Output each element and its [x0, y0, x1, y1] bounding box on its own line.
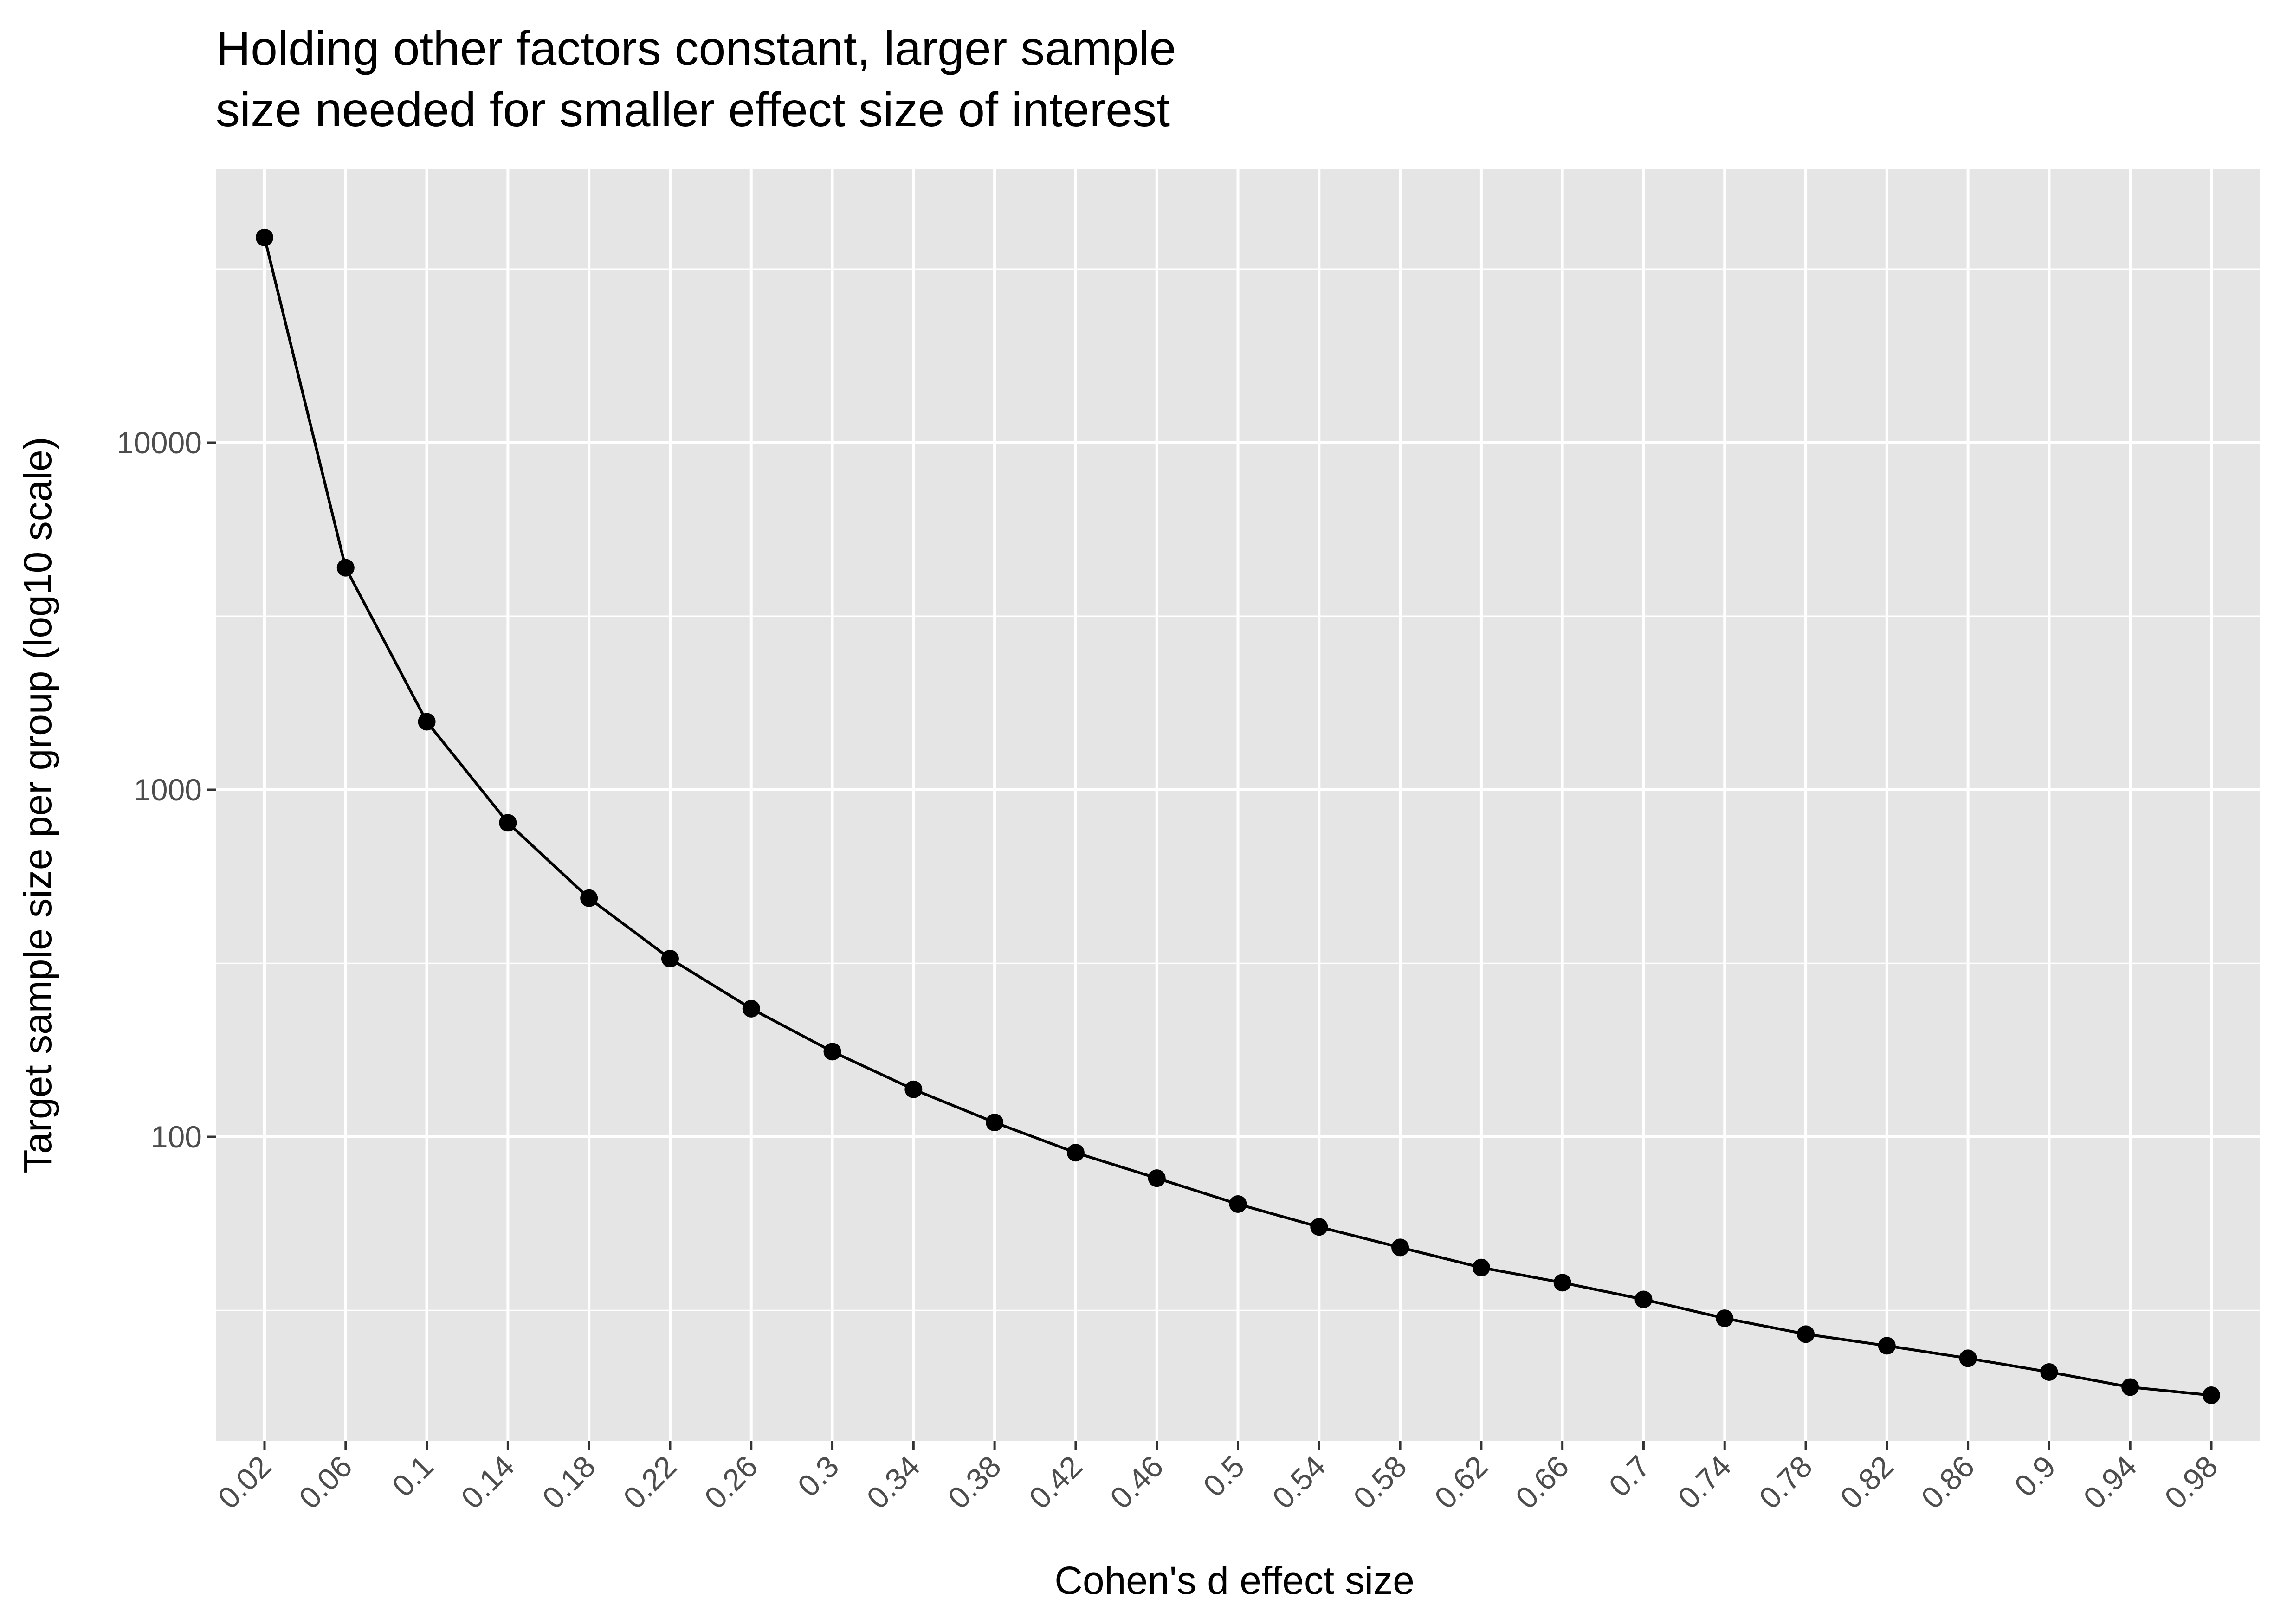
x-tick-label: 0.78	[1752, 1449, 1819, 1515]
x-tick-label: 0.18	[536, 1449, 602, 1515]
data-point	[1716, 1309, 1734, 1328]
data-point	[1797, 1325, 1815, 1343]
x-tick-label: 0.86	[1914, 1449, 1981, 1515]
x-tick-label: 0.74	[1671, 1449, 1738, 1515]
data-point	[1066, 1144, 1085, 1162]
data-point	[1472, 1258, 1490, 1276]
data-point	[580, 889, 598, 907]
x-tick-label: 0.62	[1428, 1449, 1494, 1515]
x-tick-label: 0.54	[1266, 1449, 1332, 1515]
data-point	[2040, 1363, 2058, 1381]
major-gridlines	[216, 169, 2260, 1441]
x-tick-label: 0.94	[2077, 1449, 2143, 1515]
x-tick-label: 0.38	[941, 1449, 1008, 1515]
data-point	[904, 1080, 923, 1098]
x-tick-label: 0.98	[2158, 1449, 2224, 1515]
x-tick-label: 0.46	[1103, 1449, 1169, 1515]
x-tick-label: 0.58	[1347, 1449, 1413, 1515]
x-tick-label: 0.22	[617, 1449, 683, 1515]
data-point	[1391, 1238, 1409, 1257]
x-tick-label: 0.3	[791, 1449, 845, 1503]
data-point	[2121, 1378, 2139, 1396]
y-axis-title: Target sample size per group (log10 scal…	[16, 437, 59, 1173]
x-tick-label: 0.06	[292, 1449, 359, 1515]
data-point	[336, 559, 355, 577]
x-tick-label: 0.14	[454, 1449, 521, 1515]
x-tick-label: 0.5	[1196, 1449, 1251, 1503]
x-tick-label: 0.02	[211, 1449, 278, 1515]
chart-title-line-2: size needed for smaller effect size of i…	[216, 83, 1170, 137]
data-point	[1148, 1169, 1166, 1187]
data-point	[256, 228, 273, 246]
data-point	[418, 713, 436, 731]
x-tick-label: 0.1	[385, 1449, 439, 1503]
data-point	[1634, 1290, 1653, 1308]
x-tick-label: 0.42	[1022, 1449, 1089, 1515]
x-tick-label: 0.26	[698, 1449, 764, 1515]
x-tick-label: 0.9	[2008, 1449, 2062, 1503]
data-point	[499, 814, 517, 832]
data-point	[823, 1043, 841, 1061]
data-point	[661, 950, 679, 968]
data-point	[1229, 1195, 1247, 1213]
data-point	[742, 999, 760, 1018]
data-point	[1553, 1274, 1571, 1292]
y-tick-label: 1000	[134, 773, 202, 807]
y-tick-label: 10000	[116, 425, 202, 460]
x-axis-title: Cohen's d effect size	[1054, 1559, 1415, 1602]
data-point	[986, 1114, 1004, 1132]
data-point	[2203, 1386, 2220, 1405]
x-tick-label: 0.66	[1509, 1449, 1575, 1515]
y-tick-label: 100	[151, 1120, 202, 1154]
data-point	[1878, 1337, 1896, 1355]
x-tick-label: 0.82	[1834, 1449, 1900, 1515]
chart-title-line-1: Holding other factors constant, larger s…	[216, 22, 1176, 76]
data-point	[1310, 1218, 1328, 1236]
x-tick-label: 0.34	[860, 1449, 926, 1515]
data-point	[1959, 1349, 1977, 1367]
series-layer	[256, 228, 2220, 1405]
x-tick-label: 0.7	[1602, 1449, 1656, 1503]
